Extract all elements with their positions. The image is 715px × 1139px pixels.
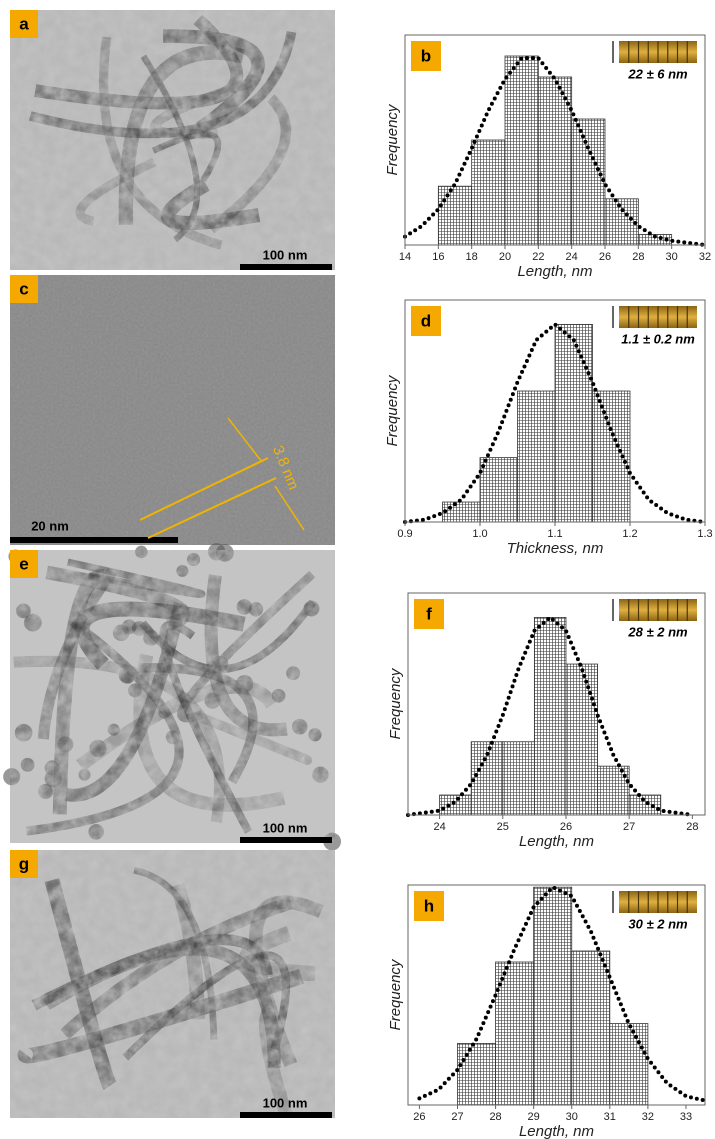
histogram-bar <box>518 391 556 522</box>
x-axis-label: Thickness, nm <box>507 540 604 557</box>
x-tick-label: 28 <box>686 821 698 833</box>
x-tick-label: 30 <box>566 1111 578 1123</box>
histogram-bar <box>503 742 535 815</box>
x-tick-label: 1.1 <box>547 528 562 540</box>
x-tick-label: 26 <box>560 821 572 833</box>
x-tick-label: 28 <box>489 1111 501 1123</box>
y-axis-label: Frequency <box>387 667 404 739</box>
x-tick-label: 22 <box>532 251 544 263</box>
inset-text: 28 ± 2 nm <box>627 624 688 639</box>
scale-bar-label: 20 nm <box>31 518 69 533</box>
inset-text: 22 ± 6 nm <box>627 66 688 81</box>
x-tick-label: 27 <box>623 821 635 833</box>
histogram-bar <box>605 199 638 245</box>
y-axis-label: Frequency <box>384 374 401 446</box>
histogram-bar <box>598 766 630 815</box>
inset-text: 1.1 ± 0.2 nm <box>621 331 695 346</box>
histogram-bar <box>566 664 598 815</box>
x-tick-label: 27 <box>451 1111 463 1123</box>
x-tick-label: 1.3 <box>697 528 712 540</box>
x-axis-label: Length, nm <box>519 833 594 850</box>
panel-letter: f <box>426 604 432 623</box>
panel-letter: c <box>19 279 28 298</box>
panel-letter: h <box>424 896 434 915</box>
histogram-bar <box>438 186 471 245</box>
histogram-bar <box>629 795 661 815</box>
micrograph-texture <box>10 850 335 1118</box>
scale-bar-label: 100 nm <box>263 247 308 262</box>
x-tick-label: 25 <box>497 821 509 833</box>
x-tick-label: 24 <box>566 251 578 263</box>
micrograph: e 100 nm <box>3 543 341 850</box>
scale-bar <box>240 837 332 843</box>
panel-letter: e <box>19 554 28 573</box>
scale-bar-label: 100 nm <box>263 1095 308 1110</box>
micrograph: a 100 nm <box>10 10 335 270</box>
scale-bar <box>240 264 332 270</box>
y-axis-label: Frequency <box>387 958 404 1030</box>
micrograph: c20 nm3.8 nm <box>10 275 335 545</box>
x-tick-label: 18 <box>466 251 478 263</box>
histogram-bar <box>534 887 572 1105</box>
x-tick-label: 26 <box>413 1111 425 1123</box>
histogram-bar <box>458 1043 496 1105</box>
histogram-bar <box>572 119 605 245</box>
x-tick-label: 26 <box>599 251 611 263</box>
micrograph-texture <box>10 550 335 843</box>
histogram-bar <box>480 458 518 522</box>
inset-text: 30 ± 2 nm <box>628 916 688 931</box>
x-tick-label: 14 <box>399 251 411 263</box>
x-tick-label: 0.9 <box>397 528 412 540</box>
histogram-bar <box>443 502 481 522</box>
x-tick-label: 20 <box>499 251 511 263</box>
histogram-bar <box>572 951 610 1105</box>
micrograph-texture <box>10 10 335 270</box>
histogram-bar <box>534 617 566 815</box>
x-tick-label: 1.2 <box>622 528 637 540</box>
x-tick-label: 33 <box>680 1111 692 1123</box>
histogram-bar <box>440 795 472 815</box>
x-tick-label: 31 <box>604 1111 616 1123</box>
page: {"images": [ {"label": "a", "scale_bar":… <box>0 0 715 1139</box>
figure: a100 nmc20 nm3.8 nme100 nmg100 nm1416182… <box>0 0 715 1139</box>
scale-bar-label: 100 nm <box>263 820 308 835</box>
x-tick-label: 32 <box>642 1111 654 1123</box>
x-tick-label: 16 <box>432 251 444 263</box>
histogram-bar <box>610 1024 648 1105</box>
scale-bar <box>240 1112 332 1118</box>
x-axis-label: Length, nm <box>519 1123 594 1139</box>
micrograph: g 100 nm <box>10 850 335 1118</box>
panel-letter: d <box>421 311 431 330</box>
histogram-bar <box>472 140 505 245</box>
y-axis-label: Frequency <box>384 103 401 175</box>
histogram-bar <box>538 77 571 245</box>
histogram-bar <box>505 56 538 245</box>
panel-letter: b <box>421 46 431 65</box>
x-tick-label: 28 <box>632 251 644 263</box>
panel-letter: a <box>19 14 29 33</box>
panel-letter: g <box>19 854 29 873</box>
histogram-bar <box>555 324 593 522</box>
x-tick-label: 30 <box>666 251 678 263</box>
x-tick-label: 24 <box>433 821 445 833</box>
x-tick-label: 32 <box>699 251 711 263</box>
x-tick-label: 29 <box>528 1111 540 1123</box>
scale-bar <box>10 537 178 543</box>
x-tick-label: 1.0 <box>472 528 487 540</box>
x-axis-label: Length, nm <box>517 263 592 280</box>
